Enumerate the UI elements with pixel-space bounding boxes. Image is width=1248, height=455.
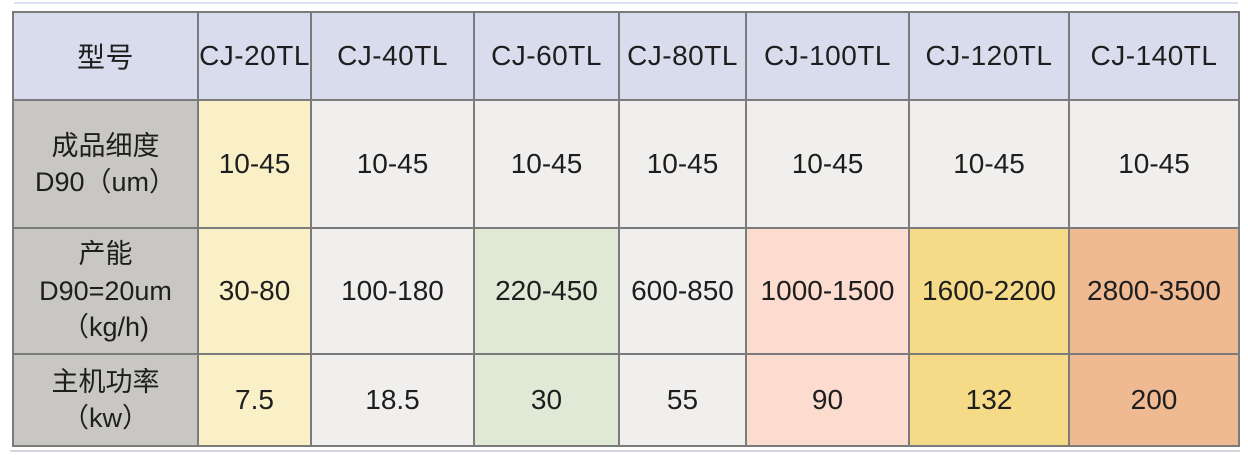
power-cj80tl: 55 [618,353,747,447]
fineness-cj80tl: 10-45 [618,99,747,229]
header-cell-cj20tl: CJ-20TL [197,11,312,101]
row-label-power: 主机功率 （kw） [12,353,199,447]
fineness-cj40tl: 10-45 [310,99,475,229]
row-main-motor-power: 主机功率 （kw） 7.5 18.5 30 55 90 132 200 [12,353,1240,447]
power-cj60tl: 30 [473,353,620,447]
row-label-fineness: 成品细度 D90（um） [12,99,199,229]
capacity-cj40tl: 100-180 [310,227,475,355]
header-cell-cj40tl: CJ-40TL [310,11,475,101]
product-spec-table: 型号 CJ-20TL CJ-40TL CJ-60TL CJ-80TL CJ-10… [12,11,1240,447]
header-cell-cj80tl: CJ-80TL [618,11,747,101]
fineness-cj140tl: 10-45 [1068,99,1240,229]
bottom-edge-divider [10,450,1240,452]
power-cj140tl: 200 [1068,353,1240,447]
power-cj20tl: 7.5 [197,353,312,447]
fineness-cj20tl: 10-45 [197,99,312,229]
header-cell-cj140tl: CJ-140TL [1068,11,1240,101]
row-capacity: 产能 D90=20um （kg/h) 30-80 100-180 220-450… [12,227,1240,355]
fineness-cj60tl: 10-45 [473,99,620,229]
header-cell-cj60tl: CJ-60TL [473,11,620,101]
row-finished-fineness: 成品细度 D90（um） 10-45 10-45 10-45 10-45 10-… [12,99,1240,229]
capacity-cj80tl: 600-850 [618,227,747,355]
header-cell-model-label: 型号 [12,11,199,101]
power-cj40tl: 18.5 [310,353,475,447]
row-label-capacity: 产能 D90=20um （kg/h) [12,227,199,355]
capacity-cj60tl: 220-450 [473,227,620,355]
power-cj100tl: 90 [745,353,910,447]
capacity-cj20tl: 30-80 [197,227,312,355]
capacity-cj140tl: 2800-3500 [1068,227,1240,355]
table-header-row: 型号 CJ-20TL CJ-40TL CJ-60TL CJ-80TL CJ-10… [12,11,1240,101]
capacity-cj120tl: 1600-2200 [908,227,1070,355]
fineness-cj120tl: 10-45 [908,99,1070,229]
header-cell-cj120tl: CJ-120TL [908,11,1070,101]
capacity-cj100tl: 1000-1500 [745,227,910,355]
top-edge-divider [14,2,1238,4]
header-cell-cj100tl: CJ-100TL [745,11,910,101]
power-cj120tl: 132 [908,353,1070,447]
fineness-cj100tl: 10-45 [745,99,910,229]
